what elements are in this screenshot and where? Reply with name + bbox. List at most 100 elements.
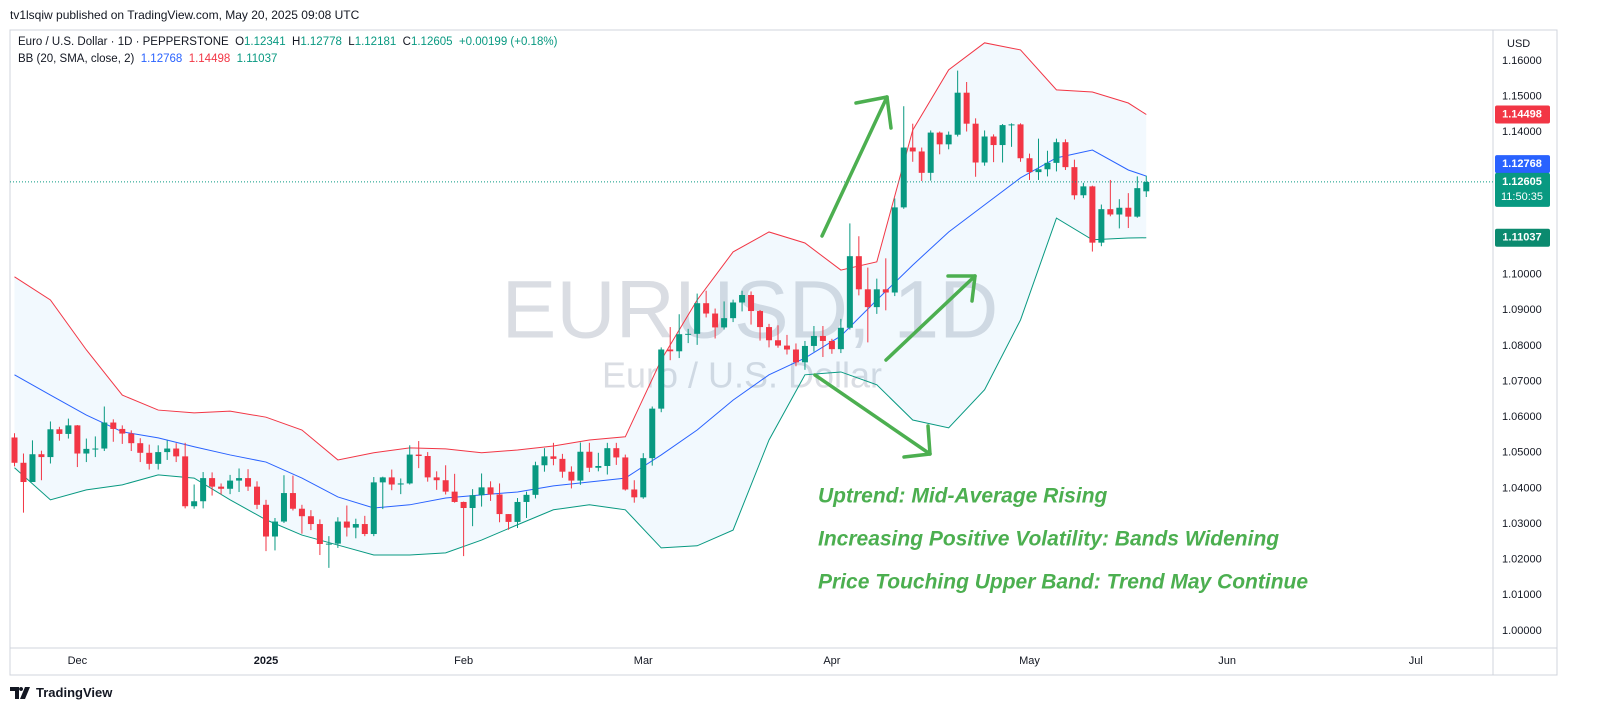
indicator-value: 1.12768 bbox=[140, 53, 183, 65]
candle-body bbox=[963, 92, 970, 124]
candle-body bbox=[227, 480, 234, 489]
candle-body bbox=[846, 256, 853, 328]
x-tick-label: Feb bbox=[454, 655, 473, 667]
candle-body bbox=[173, 448, 180, 457]
candle-body bbox=[891, 207, 898, 293]
candle-body bbox=[1017, 124, 1024, 159]
candle-body bbox=[110, 422, 117, 429]
candle-body bbox=[289, 493, 296, 509]
ohlc-value: 1.12181 bbox=[354, 36, 397, 48]
ohlc-prefix: C bbox=[402, 36, 411, 48]
candle-body bbox=[1089, 186, 1096, 243]
candle-body bbox=[855, 256, 862, 290]
y-tick-label: 1.08000 bbox=[1502, 340, 1542, 352]
candle-body bbox=[721, 318, 728, 328]
candle-body bbox=[271, 521, 278, 537]
candle-body bbox=[819, 335, 826, 341]
price-tags: 1.14498 1.12768 1.12605 11:50:35 1.11037 bbox=[1495, 105, 1550, 247]
candle-body bbox=[478, 487, 485, 496]
arrow bbox=[884, 274, 977, 362]
arrows bbox=[813, 95, 977, 459]
price-tag bbox=[1495, 228, 1550, 247]
candle-body bbox=[541, 456, 548, 466]
candle-body bbox=[712, 313, 719, 328]
arrow bbox=[813, 373, 932, 456]
candle-body bbox=[757, 311, 764, 328]
candle-body bbox=[254, 486, 261, 505]
candle-body bbox=[415, 454, 422, 457]
candle-body bbox=[1062, 142, 1069, 168]
price-tag bbox=[1495, 105, 1550, 124]
countdown: 11:50:35 bbox=[1501, 191, 1543, 203]
candle-body bbox=[182, 456, 189, 507]
candle-body bbox=[325, 543, 332, 545]
indicator-value: 1.11037 bbox=[236, 53, 278, 65]
candle-body bbox=[774, 340, 781, 346]
y-tick-label: 1.02000 bbox=[1502, 554, 1542, 566]
publish-header: tv1lsqiw published on TradingView.com, M… bbox=[10, 8, 360, 22]
candle-body bbox=[29, 454, 36, 483]
candle-body bbox=[694, 303, 701, 334]
candle-body bbox=[927, 132, 934, 173]
candle-body bbox=[128, 433, 135, 444]
candle-body bbox=[56, 429, 63, 434]
legend-row: BB (20, SMA, close, 2) 1.12768 1.14498 1… bbox=[18, 51, 557, 68]
y-tick-label: 1.10000 bbox=[1502, 269, 1542, 281]
arrow bbox=[820, 95, 889, 238]
candle-body bbox=[801, 345, 808, 363]
candle-body bbox=[1107, 209, 1114, 215]
chart-frame bbox=[9, 29, 1558, 676]
candle-body bbox=[65, 425, 72, 434]
price-tag-label: 1.12768 bbox=[1502, 158, 1542, 170]
candle-body bbox=[1116, 207, 1123, 215]
candle-body bbox=[451, 491, 458, 502]
candle-body bbox=[748, 295, 755, 312]
candle-body bbox=[685, 333, 692, 335]
y-tick-label: 1.15000 bbox=[1502, 91, 1542, 103]
candle-body bbox=[460, 501, 467, 509]
candle-body bbox=[990, 136, 997, 146]
candle-body bbox=[1134, 188, 1141, 217]
indicator-label: BB (20, SMA, close, 2) bbox=[18, 53, 135, 65]
candle-body bbox=[676, 334, 683, 352]
y-tick-label: 1.05000 bbox=[1502, 447, 1542, 459]
candle-body bbox=[1026, 158, 1033, 173]
x-tick-label: Mar bbox=[634, 655, 653, 667]
candles bbox=[10, 70, 1493, 568]
candle-body bbox=[298, 508, 305, 517]
price-tag bbox=[1495, 155, 1550, 174]
candle-body bbox=[307, 516, 314, 525]
candle-body bbox=[343, 521, 350, 528]
candle-body bbox=[900, 147, 907, 208]
currency-label: USD bbox=[1507, 38, 1530, 50]
candle-body bbox=[1053, 142, 1060, 163]
candle-body bbox=[119, 428, 126, 434]
candle-body bbox=[83, 448, 90, 454]
candle-body bbox=[828, 340, 835, 350]
candle-body bbox=[837, 327, 844, 350]
candle-body bbox=[981, 136, 988, 163]
candle-body bbox=[1098, 209, 1105, 243]
candle-body bbox=[92, 448, 99, 450]
x-tick-label: Jul bbox=[1409, 655, 1423, 667]
y-tick-label: 1.07000 bbox=[1502, 375, 1542, 387]
candle-body bbox=[595, 465, 602, 468]
candle-body bbox=[658, 349, 665, 409]
candle-body bbox=[640, 458, 647, 498]
footer-brand: TradingView bbox=[36, 685, 113, 700]
candle-body bbox=[1044, 162, 1051, 170]
candle-body bbox=[1080, 186, 1087, 196]
candle-body bbox=[622, 457, 629, 490]
candle-body bbox=[146, 452, 153, 464]
annotations: Uptrend: Mid-Average Rising Increasing Po… bbox=[818, 485, 1308, 594]
candle-body bbox=[487, 487, 494, 495]
candle-body bbox=[631, 489, 638, 498]
candle-body bbox=[469, 495, 476, 509]
x-tick-label: May bbox=[1019, 655, 1040, 667]
candle-body bbox=[936, 132, 943, 145]
candle-body bbox=[424, 456, 431, 478]
band-middle bbox=[14, 149, 1147, 509]
y-tick-label: 1.06000 bbox=[1502, 411, 1542, 423]
candle-body bbox=[505, 514, 512, 522]
candle-body bbox=[361, 524, 368, 535]
